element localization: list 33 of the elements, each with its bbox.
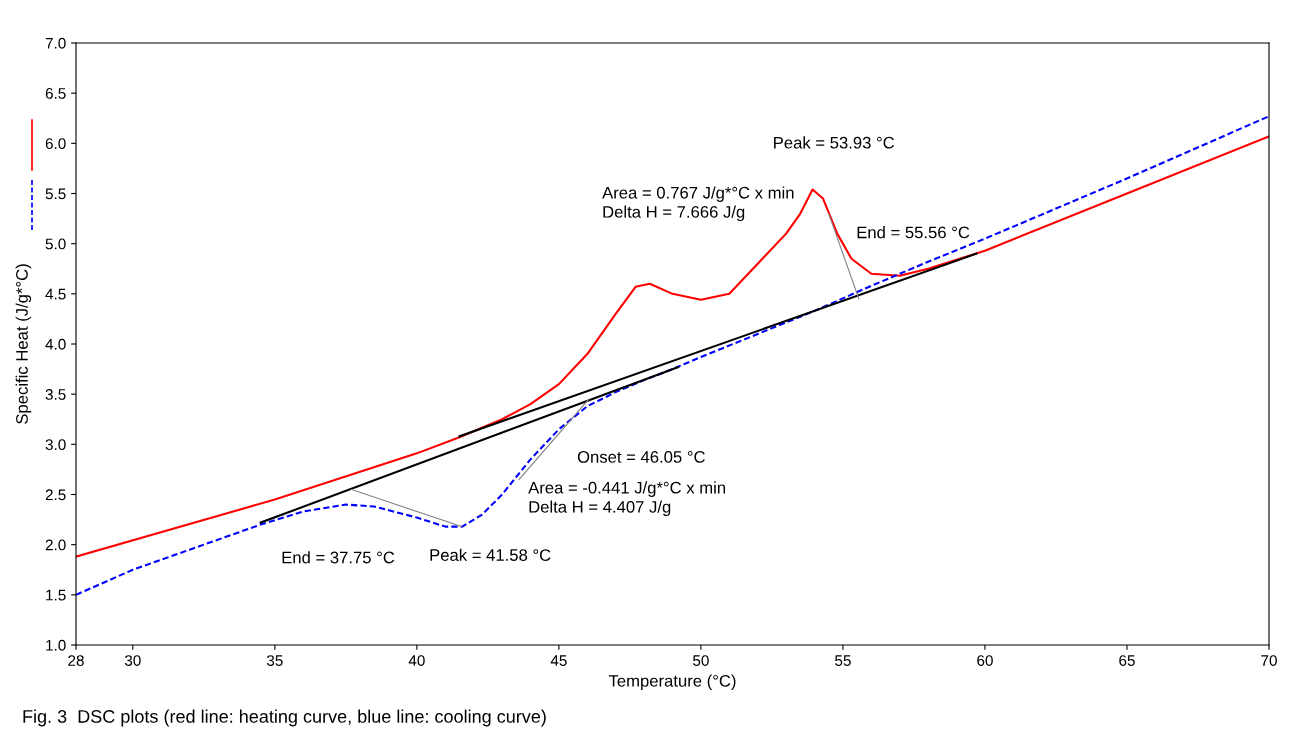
- y-tick-label: 2.5: [45, 489, 66, 501]
- annotation: Area = -0.441 J/g*°C x min Delta H = 4.407 J/g: [528, 481, 726, 517]
- y-tick-label: 1.0: [46, 639, 66, 651]
- x-tick-label: 35: [266, 655, 283, 666]
- annotation: End = 55.56 °C: [857, 226, 970, 239]
- x-tick-label: 50: [693, 655, 709, 666]
- annotation: Onset = 46.05 °C: [577, 451, 705, 463]
- y-tick-label: 5.5: [45, 188, 66, 200]
- y-tick-label: 6.5: [45, 88, 66, 99]
- y-tick-label: 6.0: [45, 138, 66, 150]
- y-tick-label: 2.0: [45, 539, 66, 551]
- y-tick-label: 7.0: [45, 37, 66, 49]
- y-axis-title: Specific Heat (J/g*°C): [15, 264, 32, 424]
- y-tick-label: 4.5: [45, 288, 66, 300]
- annotation: Peak = 53.93 °C: [774, 136, 895, 149]
- annotation: End = 37.75 °C: [282, 551, 395, 564]
- x-tick-label: 40: [408, 655, 425, 666]
- x-tick-label: 30: [124, 655, 141, 666]
- x-tick-label: 55: [835, 655, 851, 666]
- x-tick-label: 60: [977, 655, 993, 666]
- annotation: Area = 0.767 J/g*°C x min Delta H = 7.666 J/g: [602, 186, 794, 222]
- x-tick-label: 28: [68, 655, 84, 666]
- caption: Fig. 3 DSC plots (red line: heating curve, blue line: cooling curve): [23, 709, 546, 727]
- x-tick-label: 45: [550, 655, 567, 666]
- x-tick-label: 65: [1119, 655, 1135, 666]
- y-tick-label: 1.5: [46, 589, 66, 601]
- y-tick-label: 3.5: [45, 389, 66, 400]
- x-tick-label: 70: [1261, 655, 1277, 666]
- annotation: Peak = 41.58 °C: [430, 548, 551, 561]
- x-axis-title: Temperature (°C): [608, 674, 736, 691]
- y-tick-label: 4.0: [45, 338, 66, 350]
- y-tick-label: 3.0: [45, 439, 66, 451]
- y-tick-label: 5.0: [45, 238, 66, 250]
